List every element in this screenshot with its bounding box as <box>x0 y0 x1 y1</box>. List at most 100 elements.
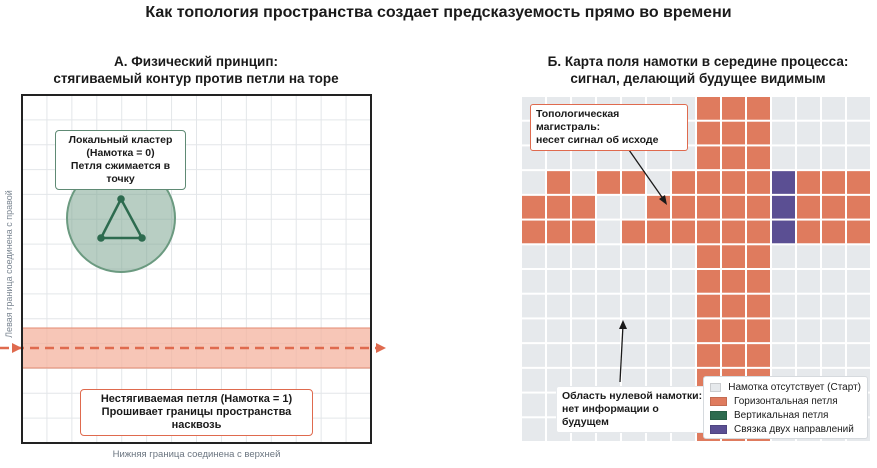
grid-cell <box>672 245 695 268</box>
grid-cell <box>722 319 745 343</box>
grid-cell <box>847 97 870 120</box>
legend-label: Связка двух направлений <box>734 423 854 435</box>
grid-cell <box>597 368 620 392</box>
grid-cell <box>672 171 695 194</box>
grid-cell <box>522 171 545 194</box>
grid-cell <box>597 344 620 367</box>
grid-cell <box>722 121 745 145</box>
cluster-callout: Локальный кластер (Намотка = 0) Петля сж… <box>55 130 186 190</box>
grid-cell <box>697 220 720 244</box>
grid-cell <box>822 319 845 343</box>
grid-cell <box>797 97 820 120</box>
cluster-callout-line3: Петля сжимается в точку <box>70 160 171 185</box>
grid-cell <box>547 195 570 219</box>
grid-cell <box>797 245 820 268</box>
grid-cell <box>747 344 770 367</box>
grid-cell <box>522 319 545 343</box>
grid-cell <box>622 171 645 194</box>
panel-b-title-line2: сигнал, делающий будущее видимым <box>570 71 826 86</box>
grid-cell <box>747 121 770 145</box>
grid-cell <box>772 270 795 293</box>
grid-cell <box>597 270 620 293</box>
zero-region-callout-line2: нет информации о будущем <box>562 403 659 428</box>
loop-arrow-right-icon <box>376 343 386 353</box>
grid-cell <box>547 319 570 343</box>
grid-cell <box>597 220 620 244</box>
grid-cell <box>572 171 595 194</box>
zero-region-callout: Область нулевой намотки: нет информации … <box>556 386 714 433</box>
highway-callout-line2: несет сигнал об исходе <box>536 134 659 146</box>
grid-cell <box>672 270 695 293</box>
grid-cell <box>722 97 745 120</box>
grid-cell <box>522 418 545 441</box>
grid-cell <box>522 270 545 293</box>
grid-cell <box>697 344 720 367</box>
grid-cell <box>522 195 545 219</box>
panel-a-title-line1: А. Физический принцип: <box>114 54 278 69</box>
grid-cell <box>647 319 670 343</box>
panel-a-title: А. Физический принцип: стягиваемый конту… <box>18 53 374 87</box>
grid-cell <box>847 195 870 219</box>
loop-callout-line2: Прошивает границы пространства насквозь <box>101 406 292 431</box>
legend: Намотка отсутствует (Старт) Горизонтальн… <box>703 376 868 439</box>
grid-cell <box>797 195 820 219</box>
grid-cell <box>672 195 695 219</box>
grid-cell <box>772 344 795 367</box>
grid-cell <box>622 368 645 392</box>
grid-cell <box>722 220 745 244</box>
grid-cell <box>847 319 870 343</box>
grid-cell <box>622 245 645 268</box>
grid-cell <box>647 220 670 244</box>
grid-cell <box>547 220 570 244</box>
grid-cell <box>822 344 845 367</box>
grid-cell <box>722 294 745 318</box>
zero-region-callout-line1: Область нулевой намотки: <box>562 390 703 402</box>
grid-cell <box>847 171 870 194</box>
grid-cell <box>747 270 770 293</box>
grid-cell <box>597 195 620 219</box>
side-label-text: Левая граница соединена с правой <box>4 190 14 338</box>
grid-cell <box>722 195 745 219</box>
highway-callout: Топологическая магистраль: несет сигнал … <box>530 104 688 151</box>
grid-cell <box>822 245 845 268</box>
grid-cell <box>697 171 720 194</box>
legend-swatch <box>710 396 727 406</box>
grid-cell <box>622 270 645 293</box>
grid-cell <box>647 368 670 392</box>
legend-swatch <box>710 382 722 392</box>
cluster-node-left <box>97 234 105 242</box>
grid-cell <box>597 245 620 268</box>
grid-cell <box>572 220 595 244</box>
grid-cell <box>522 245 545 268</box>
panel-b-title: Б. Карта поля намотки в середине процесс… <box>520 53 876 87</box>
grid-cell <box>822 270 845 293</box>
grid-cell <box>672 368 695 392</box>
grid-cell <box>572 245 595 268</box>
grid-cell <box>572 270 595 293</box>
grid-cell <box>772 245 795 268</box>
grid-cell <box>622 344 645 367</box>
grid-cell <box>747 171 770 194</box>
grid-cell <box>622 195 645 219</box>
grid-cell <box>822 220 845 244</box>
loop-callout-line1: Нестягиваемая петля (Намотка = 1) <box>100 393 293 405</box>
grid-cell <box>822 195 845 219</box>
loop-arrow-left-icon <box>12 343 22 353</box>
legend-label: Намотка отсутствует (Старт) <box>728 381 861 393</box>
grid-cell <box>772 97 795 120</box>
grid-cell <box>597 294 620 318</box>
grid-cell <box>697 121 720 145</box>
grid-cell <box>572 294 595 318</box>
grid-cell <box>547 368 570 392</box>
grid-cell <box>722 171 745 194</box>
main-title: Как топология пространства создает предс… <box>145 4 732 21</box>
grid-cell <box>522 344 545 367</box>
grid-cell <box>697 146 720 170</box>
grid-cell <box>772 171 795 194</box>
grid-cell <box>797 270 820 293</box>
bottom-label: Нижняя граница соединена с верхней <box>112 449 281 460</box>
highway-callout-line1: Топологическая магистраль: <box>536 108 620 133</box>
grid-cell <box>647 344 670 367</box>
cluster-callout-line1: Локальный кластер <box>68 134 173 146</box>
legend-label: Вертикальная петля <box>734 409 829 421</box>
